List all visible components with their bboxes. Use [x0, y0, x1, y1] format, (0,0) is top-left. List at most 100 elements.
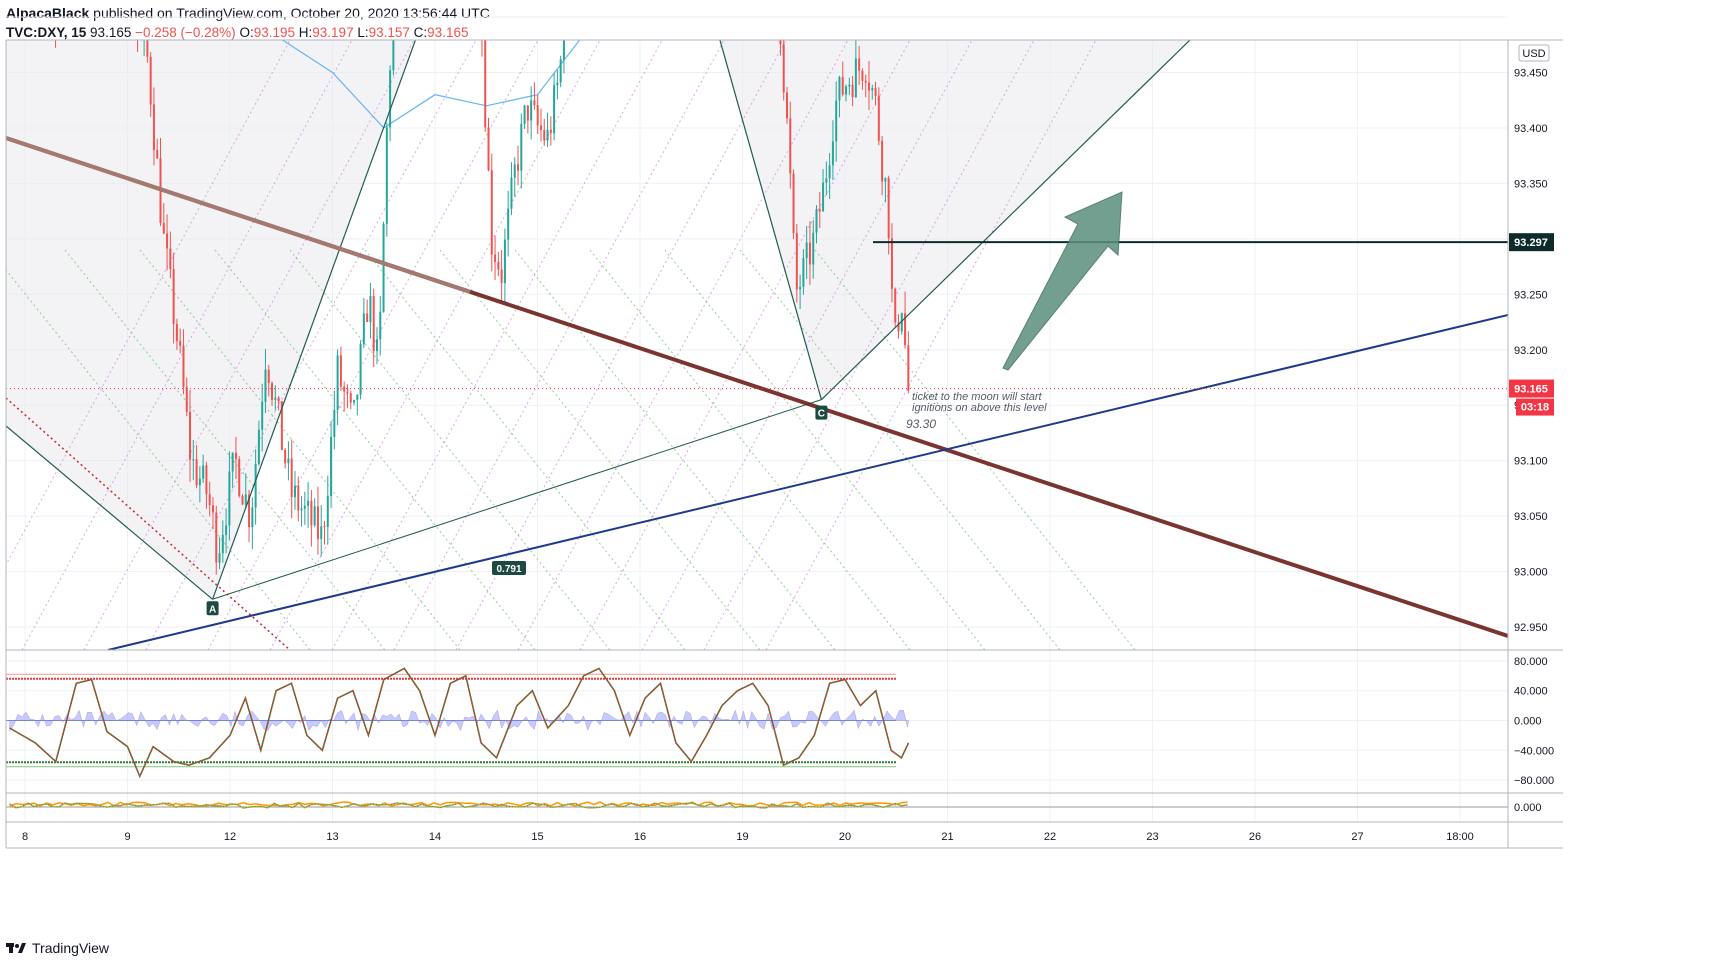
candle-body[interactable] [133, 18, 135, 27]
candle-body[interactable] [818, 209, 821, 212]
candle-body[interactable] [825, 178, 828, 183]
candle-body[interactable] [225, 525, 228, 535]
pattern-edge-left[interactable] [6, 425, 213, 600]
candle-body[interactable] [546, 129, 549, 141]
candle-body[interactable] [897, 322, 900, 332]
candle-body[interactable] [146, 32, 149, 57]
candle-body[interactable] [513, 164, 516, 178]
candle-body[interactable] [362, 313, 365, 345]
candle-body[interactable] [320, 526, 323, 540]
candle-body[interactable] [553, 85, 556, 134]
candle-body[interactable] [379, 311, 382, 340]
candle-body[interactable] [789, 118, 792, 174]
candle-body[interactable] [137, 27, 139, 31]
candle-body[interactable] [228, 471, 231, 526]
candle-body[interactable] [396, 0, 398, 18]
candle-body[interactable] [316, 506, 319, 540]
candle-body[interactable] [166, 233, 169, 249]
candle-body[interactable] [890, 238, 893, 289]
candle-body[interactable] [874, 88, 877, 96]
candle-body[interactable] [172, 268, 175, 324]
osc-line-red[interactable] [9, 667, 910, 779]
candle-body[interactable] [359, 344, 362, 395]
candle-body[interactable] [189, 411, 192, 460]
candle-body[interactable] [484, 39, 487, 128]
candle-body[interactable] [828, 165, 831, 179]
candle-body[interactable] [845, 86, 848, 95]
candle-body[interactable] [802, 258, 805, 287]
pattern-ratio-badge[interactable]: 0.791 [492, 561, 526, 575]
candle-body[interactable] [478, 0, 480, 5]
candle-body[interactable] [566, 0, 568, 26]
candle-body[interactable] [841, 77, 844, 95]
candle-body[interactable] [310, 500, 313, 526]
candle-body[interactable] [858, 58, 861, 71]
candle-body[interactable] [169, 248, 172, 269]
candle-body[interactable] [208, 494, 211, 506]
pattern-point-a[interactable]: A [206, 601, 219, 616]
candle-body[interactable] [536, 105, 539, 126]
candle-body[interactable] [785, 92, 788, 119]
candle-body[interactable] [838, 77, 841, 101]
candle-body[interactable] [900, 313, 903, 332]
candle-body[interactable] [182, 345, 185, 387]
candle-body[interactable] [835, 100, 838, 142]
candle-body[interactable] [904, 313, 907, 346]
candle-body[interactable] [864, 80, 867, 83]
pattern-edge-right[interactable] [821, 40, 1191, 401]
candle-body[interactable] [792, 173, 795, 233]
candle-body[interactable] [517, 164, 520, 171]
candle-body[interactable] [881, 140, 884, 182]
candle-body[interactable] [313, 506, 316, 526]
pattern-point-c[interactable]: C [815, 405, 828, 420]
arrow-up-icon[interactable] [1002, 191, 1123, 371]
candle-body[interactable] [152, 104, 155, 150]
candle-body[interactable] [815, 209, 818, 233]
pattern-edge-top-left[interactable] [410, 0, 587, 41]
candle-body[interactable] [530, 100, 533, 121]
candle-body[interactable] [143, 32, 145, 34]
candle-body[interactable] [257, 429, 260, 465]
candle-body[interactable] [392, 18, 395, 71]
candle-body[interactable] [261, 401, 264, 430]
candle-body[interactable] [372, 295, 375, 352]
pattern-leg-ac[interactable] [212, 399, 822, 600]
pattern-leg-bc[interactable] [587, 0, 823, 400]
candle-body[interactable] [140, 32, 142, 35]
candle-body[interactable] [779, 0, 782, 45]
candle-body[interactable] [231, 452, 234, 472]
candle-body[interactable] [244, 494, 247, 505]
candle-body[interactable] [887, 178, 890, 239]
candle-body[interactable] [366, 313, 369, 322]
candle-body[interactable] [277, 397, 280, 402]
candle-body[interactable] [556, 82, 559, 86]
candle-body[interactable] [487, 127, 490, 171]
candle-body[interactable] [822, 182, 825, 212]
candle-body[interactable] [149, 56, 152, 105]
candle-body[interactable] [205, 465, 208, 495]
candles[interactable] [9, 0, 910, 575]
candle-body[interactable] [349, 393, 352, 403]
candle-body[interactable] [211, 505, 214, 513]
candle-body[interactable] [218, 553, 221, 563]
candle-body[interactable] [539, 125, 542, 131]
candle-body[interactable] [562, 26, 565, 60]
candle-body[interactable] [490, 170, 493, 255]
candle-body[interactable] [533, 100, 536, 106]
candle-body[interactable] [192, 459, 195, 461]
candle-body[interactable] [175, 323, 178, 341]
candle-body[interactable] [503, 239, 506, 284]
candle-body[interactable] [215, 512, 218, 563]
candle-body[interactable] [264, 369, 267, 402]
candle-body[interactable] [526, 105, 529, 121]
candle-body[interactable] [369, 295, 372, 322]
candle-body[interactable] [280, 401, 283, 451]
candle-body[interactable] [831, 141, 834, 166]
candle-body[interactable] [848, 84, 851, 87]
candle-body[interactable] [867, 82, 870, 91]
candle-body[interactable] [385, 127, 388, 224]
candle-body[interactable] [523, 105, 526, 124]
candle-body[interactable] [543, 130, 546, 141]
